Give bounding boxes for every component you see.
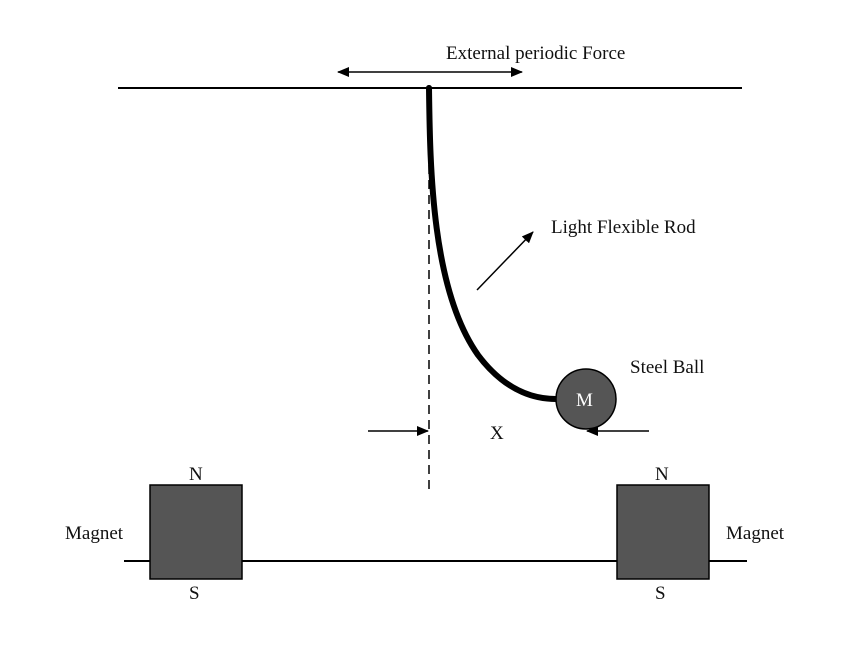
external-force-label: External periodic Force <box>446 43 626 64</box>
displacement-label: X <box>490 423 504 444</box>
left-north-pole-label: N <box>189 464 203 485</box>
right-north-pole-label: N <box>655 464 669 485</box>
left-south-pole-label: S <box>189 583 200 604</box>
flexible-rod <box>426 85 559 402</box>
right-south-pole-label: S <box>655 583 666 604</box>
mass-label: M <box>576 390 593 411</box>
rod-pivot <box>426 85 432 91</box>
magnet-right-label: Magnet <box>726 523 785 544</box>
rod-label: Light Flexible Rod <box>551 217 696 238</box>
steel-ball-label: Steel Ball <box>630 357 705 378</box>
magnet-left-label: Magnet <box>65 523 124 544</box>
magnet-left <box>149 484 243 580</box>
rod-pointer-arrow <box>476 231 534 291</box>
magnet-right <box>616 484 710 580</box>
